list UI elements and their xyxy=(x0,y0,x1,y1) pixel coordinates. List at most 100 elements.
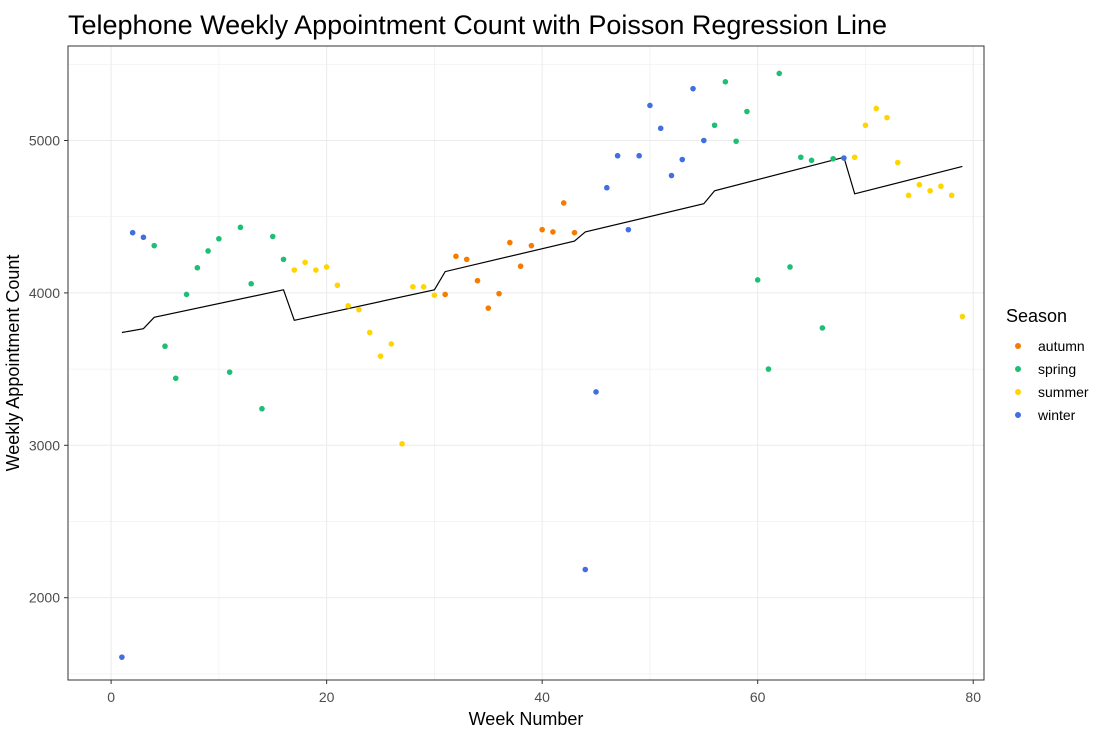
x-tick-label: 40 xyxy=(534,689,550,705)
y-tick-label: 4000 xyxy=(29,285,60,301)
point-spring xyxy=(830,155,836,162)
regression-line xyxy=(121,156,963,334)
point-spring xyxy=(744,108,750,115)
legend-key-summer xyxy=(1015,389,1021,395)
point-autumn xyxy=(496,290,502,297)
plot-border xyxy=(67,45,985,681)
legend-key-winter xyxy=(1015,412,1021,418)
point-summer xyxy=(862,122,869,129)
point-spring xyxy=(798,154,804,161)
point-summer xyxy=(366,329,373,336)
point-summer xyxy=(356,306,362,313)
x-axis-ticks: 0 20 40 60 80 xyxy=(107,680,981,705)
point-autumn xyxy=(463,256,470,263)
point-spring xyxy=(787,264,793,270)
point-spring xyxy=(754,277,761,283)
y-tick-label: 3000 xyxy=(29,437,60,453)
point-winter xyxy=(657,125,664,132)
point-summer xyxy=(905,192,912,199)
point-summer xyxy=(431,292,438,298)
point-winter xyxy=(593,389,599,395)
point-summer xyxy=(345,303,351,309)
point-autumn xyxy=(474,277,481,284)
point-winter xyxy=(636,152,642,159)
legend-label-winter: winter xyxy=(1037,407,1076,423)
point-spring xyxy=(711,122,718,129)
point-autumn xyxy=(507,239,513,246)
point-summer xyxy=(948,192,955,199)
x-axis-title: Week Number xyxy=(469,709,584,729)
point-spring xyxy=(172,375,179,382)
y-axis-title: Weekly Appointment Count xyxy=(3,255,23,472)
grid-major xyxy=(68,46,984,680)
point-spring xyxy=(776,70,783,77)
point-winter xyxy=(140,234,147,241)
point-summer xyxy=(959,313,966,320)
point-summer xyxy=(313,267,319,273)
point-autumn xyxy=(539,226,545,233)
legend-title: Season xyxy=(1006,306,1067,326)
point-winter xyxy=(604,184,610,191)
point-winter xyxy=(582,566,589,573)
point-winter xyxy=(625,226,632,233)
legend-label-summer: summer xyxy=(1038,384,1089,400)
point-summer xyxy=(938,183,944,190)
point-spring xyxy=(162,343,168,350)
point-summer xyxy=(334,282,341,289)
point-summer xyxy=(851,154,858,161)
point-summer xyxy=(884,114,890,121)
point-summer xyxy=(916,181,923,188)
point-summer xyxy=(873,105,880,112)
point-spring xyxy=(216,235,222,242)
legend-label-spring: spring xyxy=(1038,361,1076,377)
point-summer xyxy=(927,187,933,194)
point-autumn xyxy=(485,305,492,311)
point-autumn xyxy=(442,291,448,298)
point-autumn xyxy=(528,242,535,249)
point-winter xyxy=(841,155,847,161)
legend-key-autumn xyxy=(1015,343,1021,349)
x-tick-label: 0 xyxy=(107,689,115,705)
point-spring xyxy=(269,233,276,240)
point-summer xyxy=(420,283,427,290)
point-spring xyxy=(819,325,826,331)
point-winter xyxy=(647,102,653,109)
point-winter xyxy=(701,137,707,144)
x-tick-label: 80 xyxy=(965,689,981,705)
point-spring xyxy=(183,291,190,298)
legend: Season autumn spring summer winter xyxy=(1006,306,1089,423)
chart-title: Telephone Weekly Appointment Count with … xyxy=(68,10,887,40)
point-spring xyxy=(280,256,287,263)
point-autumn xyxy=(560,200,567,206)
point-autumn xyxy=(453,253,459,260)
x-tick-label: 20 xyxy=(319,689,335,705)
point-summer xyxy=(399,440,405,447)
point-summer xyxy=(410,283,416,290)
y-tick-label: 5000 xyxy=(29,132,60,148)
point-spring xyxy=(722,79,729,85)
data-points xyxy=(119,70,966,660)
y-tick-label: 2000 xyxy=(29,590,60,606)
point-spring xyxy=(259,405,265,412)
point-spring xyxy=(151,242,158,249)
point-summer xyxy=(323,264,330,270)
point-spring xyxy=(226,369,233,375)
grid-minor xyxy=(68,46,984,680)
point-autumn xyxy=(550,229,556,235)
point-spring xyxy=(808,157,815,164)
point-spring xyxy=(205,248,211,254)
point-spring xyxy=(733,138,739,145)
point-winter xyxy=(614,152,621,159)
point-winter xyxy=(690,85,696,92)
point-spring xyxy=(194,264,201,271)
point-spring xyxy=(765,366,772,372)
point-summer xyxy=(894,159,901,166)
point-autumn xyxy=(571,229,578,236)
point-autumn xyxy=(517,263,524,270)
point-winter xyxy=(129,229,136,236)
point-summer xyxy=(302,259,308,266)
y-axis-ticks: 2000 3000 4000 5000 xyxy=(29,132,68,606)
point-summer xyxy=(291,267,298,273)
point-winter xyxy=(668,172,675,179)
